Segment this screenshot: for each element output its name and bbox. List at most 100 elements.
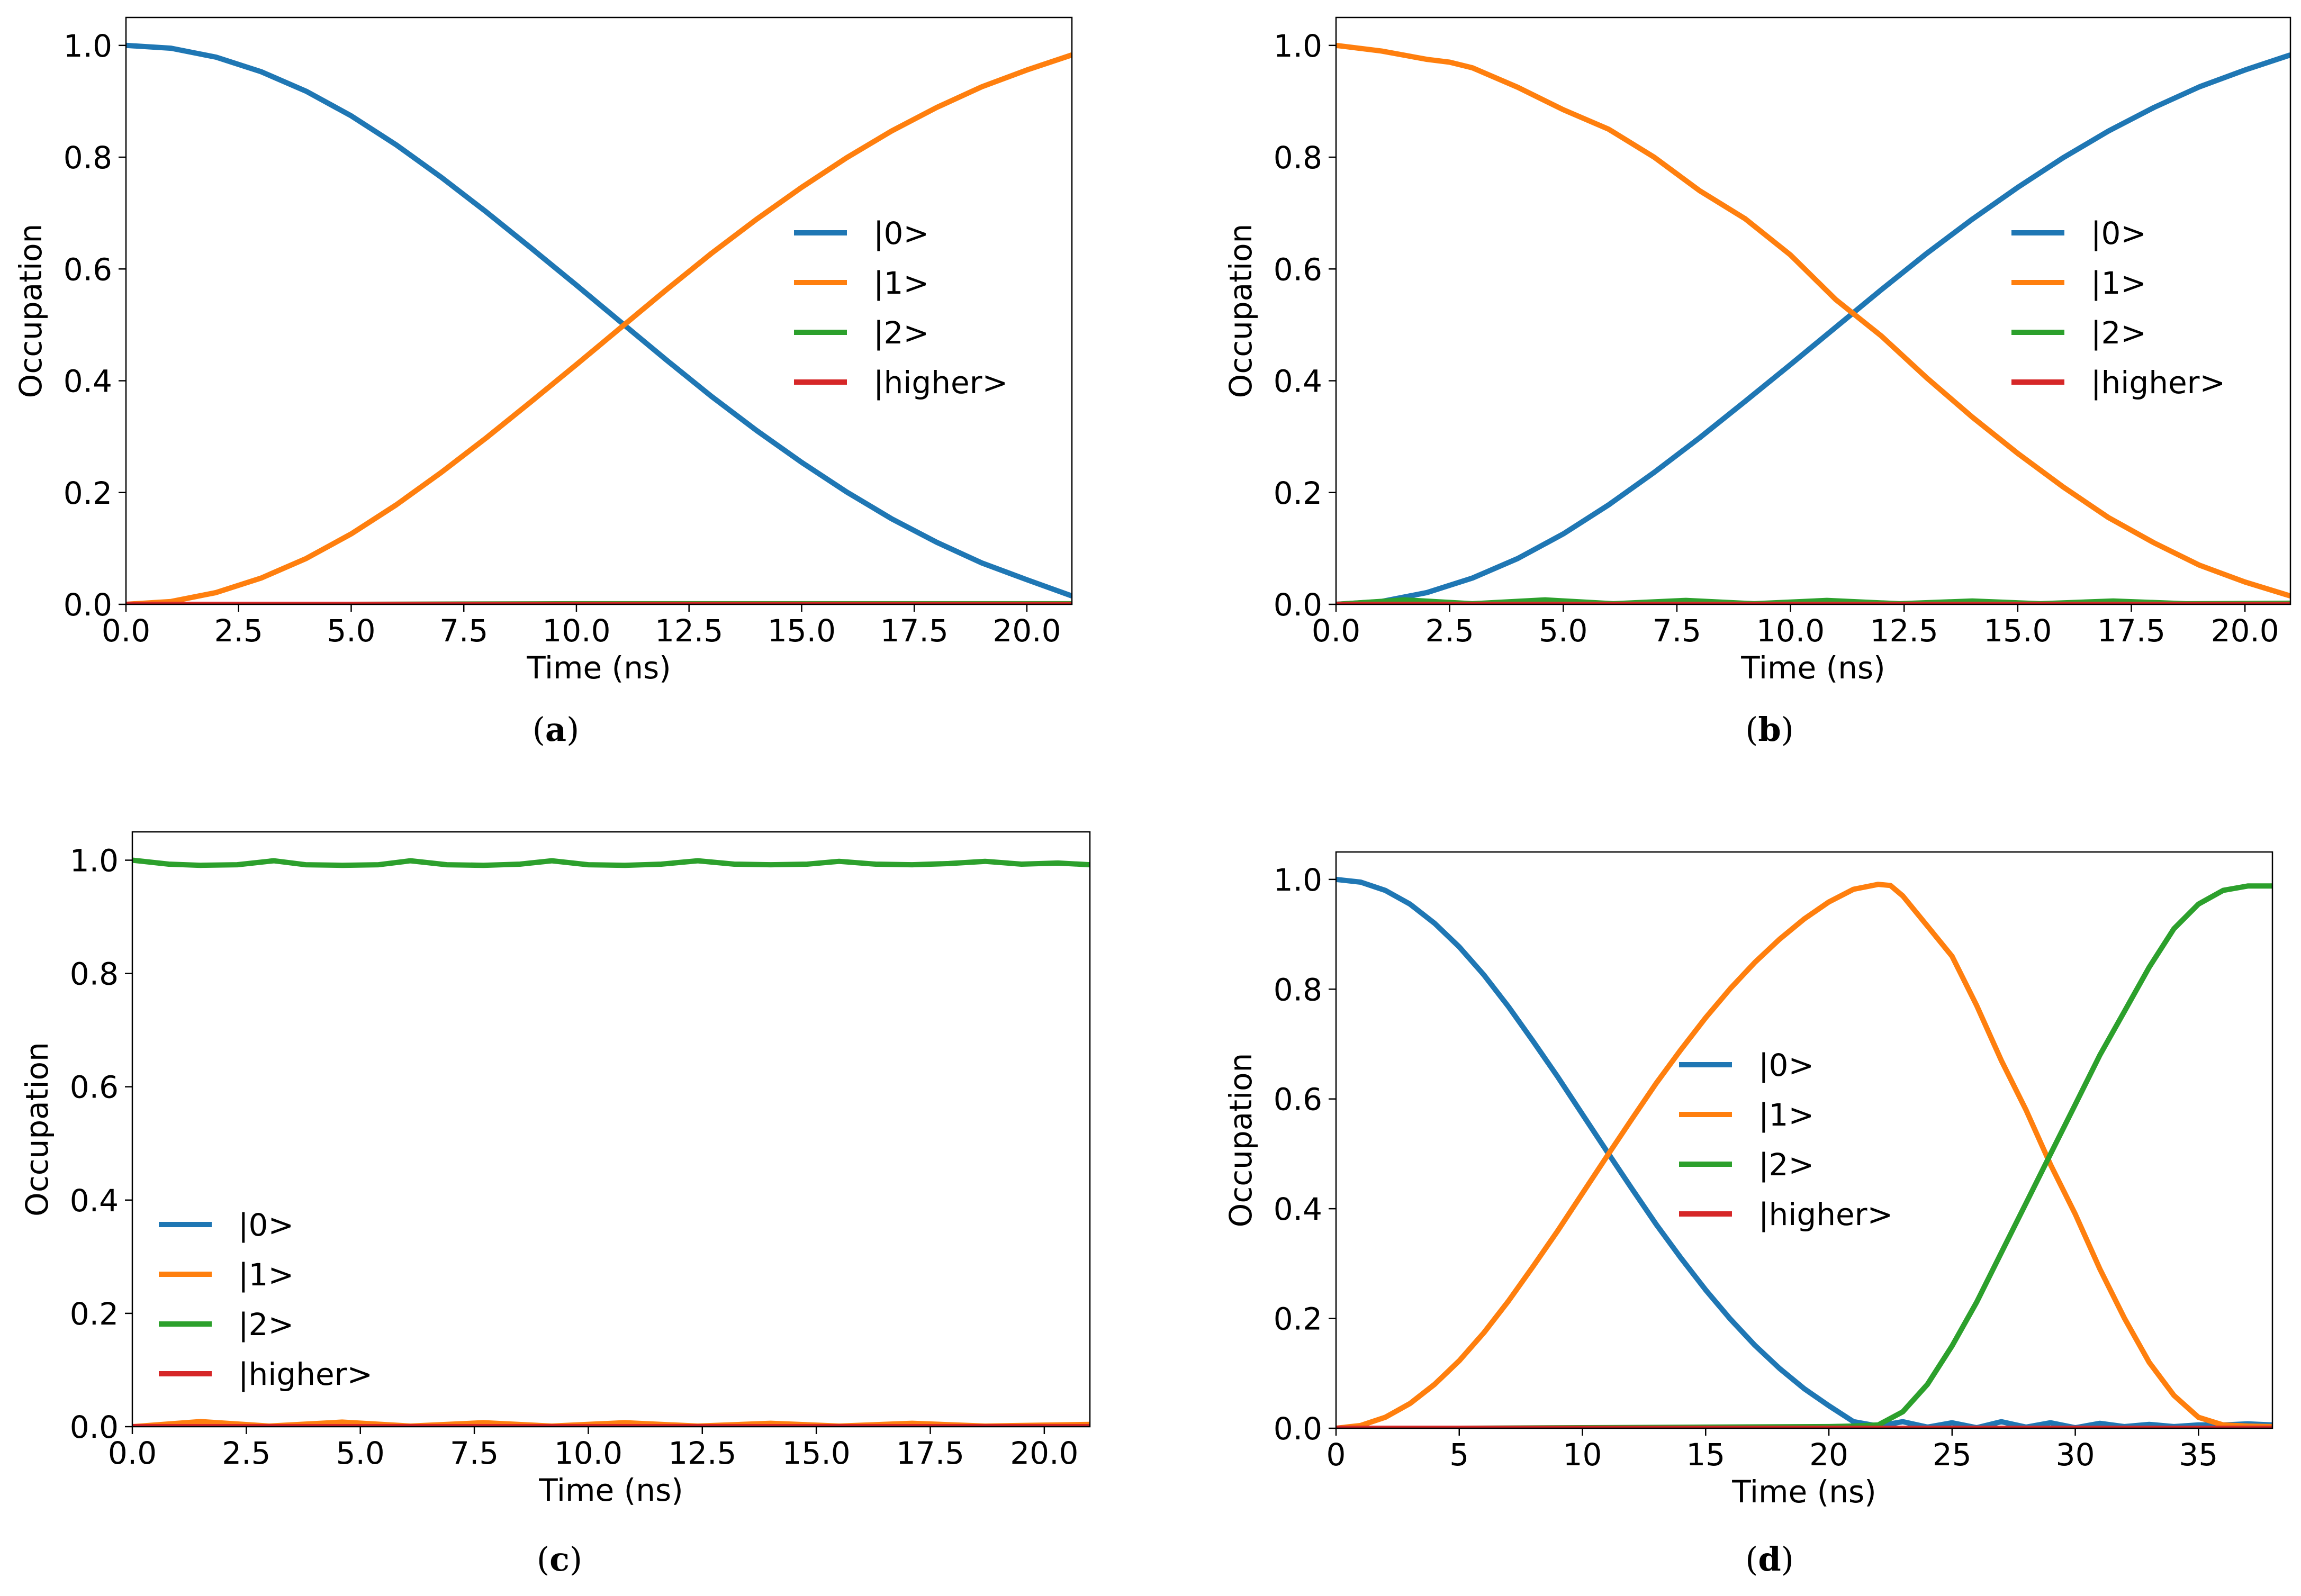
y-tick-label: 0.6: [70, 1069, 119, 1105]
chart-panel-d: 0 5 10 15 20 25 30 35 0.0 0.2 0.4 0.6 0.8 1.0 Time (ns…: [1223, 851, 2273, 1579]
legend-label-2: |2>: [873, 315, 929, 351]
y-tick-label: 0.4: [1274, 1191, 1322, 1227]
legend-label-higher: |higher>: [238, 1356, 373, 1392]
y-tick-label: 0.6: [1274, 1082, 1322, 1118]
legend-label-0: |0>: [2091, 215, 2146, 251]
axes-frame: [1335, 16, 2291, 605]
x-tick-label: 10.0: [542, 613, 610, 649]
y-tick-label: 0.0: [1274, 1411, 1322, 1447]
caption-open-paren: (: [533, 710, 545, 749]
y-tick-label: 0.8: [70, 956, 119, 992]
x-axis-label: Time (ns): [1731, 1474, 1876, 1510]
x-tick-label: 2.5: [222, 1435, 270, 1471]
panel-caption: (b): [1745, 710, 1794, 749]
legend-label-0: |0>: [1758, 1047, 1814, 1083]
series-group: [1336, 876, 2272, 1428]
x-tick-label: 12.5: [668, 1435, 736, 1471]
series-group: [126, 42, 1072, 604]
series-group: [132, 857, 1090, 1427]
axes-frame: [1335, 851, 2273, 1429]
x-tick-label: 25: [1933, 1437, 1972, 1473]
x-axis-label: Time (ns): [526, 650, 671, 686]
caption-close-paren: ): [1781, 1540, 1794, 1579]
x-tick-label: 0.0: [108, 1435, 157, 1471]
legend-label-0: |0>: [238, 1207, 294, 1243]
x-tick-label: 12.5: [655, 613, 723, 649]
x-tick-label: 17.5: [2097, 613, 2165, 649]
legend-label-2: |2>: [2091, 315, 2146, 351]
legend-label-higher: |higher>: [1758, 1196, 1893, 1232]
caption-letter: c: [549, 1540, 570, 1579]
caption-open-paren: (: [537, 1540, 549, 1579]
x-tick-label: 7.5: [439, 613, 488, 649]
y-tick-label: 1.0: [70, 843, 119, 879]
x-tick-label: 15: [1686, 1437, 1725, 1473]
x-tick-label: 12.5: [1870, 613, 1938, 649]
legend-label-1: |1>: [873, 265, 929, 301]
legend: |0> |1> |2> |higher>: [159, 1207, 373, 1392]
y-tick-label: 0.8: [64, 140, 112, 176]
caption-open-paren: (: [1745, 710, 1758, 749]
y-tick-label: 0.8: [1274, 140, 1322, 176]
y-axis-label: Occupation: [19, 1042, 55, 1217]
series-line-0: [126, 42, 1072, 598]
chart-panel-a: 0.0 2.5 5.0 7.5 10.0 12.5 15.0 17.5 20.0 0.0 0.2 0.…: [13, 16, 1073, 749]
caption-open-paren: (: [1745, 1540, 1758, 1579]
y-tick-label: 0.0: [70, 1409, 119, 1445]
y-tick-label: 1.0: [64, 28, 112, 64]
y-tick-label: 0.4: [1274, 364, 1322, 400]
y-axis-label: Occupation: [1223, 224, 1259, 398]
caption-close-paren: ): [566, 710, 579, 749]
series-line-0: [1336, 52, 2290, 604]
panel-caption: (d): [1745, 1540, 1794, 1579]
x-tick-label: 20.0: [2211, 613, 2279, 649]
series-line-1: [1336, 882, 2272, 1428]
x-tick-label: 20.0: [1010, 1435, 1078, 1471]
y-tick-label: 1.0: [1274, 28, 1322, 64]
legend-label-1: |1>: [238, 1257, 294, 1293]
series-line-1: [126, 52, 1072, 604]
x-tick-label: 30: [2056, 1437, 2095, 1473]
x-tick-label: 17.5: [880, 613, 949, 649]
x-tick-label: 0.0: [102, 613, 150, 649]
legend-label-1: |1>: [1758, 1097, 1814, 1133]
panel-caption: (c): [537, 1540, 582, 1579]
y-tick-label: 0.6: [64, 251, 112, 287]
x-tick-label: 15.0: [782, 1435, 851, 1471]
legend-label-2: |2>: [1758, 1147, 1814, 1183]
y-tick-label: 0.4: [64, 364, 112, 400]
axes-frame: [131, 831, 1091, 1428]
x-tick-label: 7.5: [450, 1435, 499, 1471]
chart-panel-c: 0.0 2.5 5.0 7.5 10.0 12.5 15.0 17.5 20.0 0.0 0.2 0.…: [19, 831, 1091, 1579]
x-tick-label: 5.0: [336, 1435, 385, 1471]
series-line-1: [1336, 42, 2290, 598]
x-tick-label: 15.0: [1983, 613, 2052, 649]
caption-close-paren: ): [570, 1540, 582, 1579]
x-tick-label: 0: [1327, 1437, 1346, 1473]
legend: |0> |1> |2> |higher>: [794, 215, 1008, 401]
caption-letter: b: [1758, 710, 1781, 749]
y-tick-label: 0.2: [1274, 475, 1322, 511]
y-tick-label: 0.8: [1274, 972, 1322, 1008]
x-tick-label: 10.0: [1756, 613, 1825, 649]
x-tick-label: 20.0: [992, 613, 1061, 649]
panel-caption: (a): [533, 710, 580, 749]
y-axis-label: Occupation: [13, 224, 49, 398]
chart-panel-b: 0.0 2.5 5.0 7.5 10.0 12.5 15.0 17.5 20.0 0.0 0.2 0.…: [1223, 16, 2291, 749]
y-tick-label: 0.6: [1274, 251, 1322, 287]
legend: |0> |1> |2> |higher>: [2011, 215, 2225, 401]
y-tick-label: 0.4: [70, 1183, 119, 1219]
x-tick-label: 15.0: [768, 613, 836, 649]
y-tick-label: 0.0: [64, 587, 112, 623]
x-tick-label: 5: [1449, 1437, 1469, 1473]
series-line-2: [132, 857, 1090, 868]
x-tick-label: 10.0: [554, 1435, 622, 1471]
legend-label-2: |2>: [238, 1307, 294, 1343]
axes-frame: [125, 16, 1073, 605]
caption-letter: d: [1758, 1540, 1781, 1579]
legend-label-0: |0>: [873, 215, 929, 251]
caption-letter: a: [545, 710, 566, 749]
x-tick-label: 17.5: [896, 1435, 964, 1471]
series-group: [1336, 42, 2290, 604]
